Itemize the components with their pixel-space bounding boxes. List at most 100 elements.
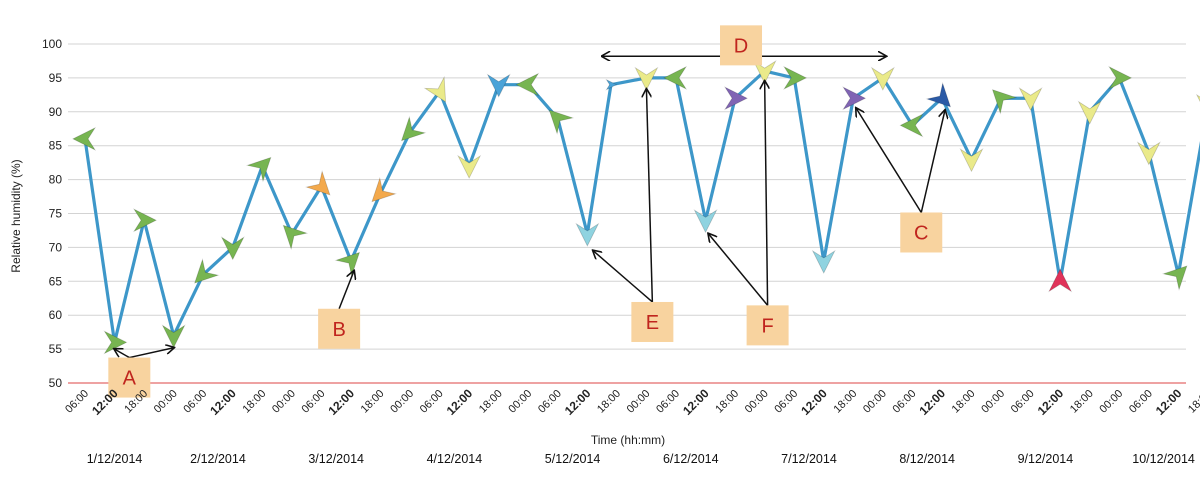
annotation-label: B (332, 319, 345, 341)
date-labels: 1/12/2014 2/12/2014 3/12/2014 4/12/2014 5/12… (87, 452, 1195, 466)
data-marker (811, 249, 836, 274)
y-tick-label: 70 (49, 240, 63, 254)
x-tick-label: 00:00 (270, 388, 298, 416)
y-tick-label: 65 (49, 274, 63, 288)
annotation-arrow (920, 110, 945, 213)
data-markers (72, 60, 1200, 355)
annotation-arrow (765, 81, 768, 306)
grid-lines (68, 43, 1186, 384)
x-tick-label: 06:00 (181, 388, 209, 416)
data-marker (959, 148, 984, 173)
annotation-label: D (734, 35, 748, 57)
date-label: 2/12/2014 (190, 452, 246, 466)
x-tick-label: 06:00 (891, 388, 919, 416)
data-marker (1048, 268, 1073, 293)
annotation-box (318, 308, 361, 349)
data-marker (245, 156, 272, 183)
annotation-label: F (761, 315, 773, 337)
y-tick-label: 55 (49, 342, 63, 356)
x-tick-label: 00:00 (625, 388, 653, 416)
x-tick-label: 06:00 (1009, 388, 1037, 416)
annotation-label: A (123, 368, 137, 390)
annotation-arrow (338, 271, 354, 310)
data-marker (783, 65, 808, 90)
data-marker (693, 209, 718, 234)
annotation-arrow (856, 108, 922, 213)
data-marker (1195, 93, 1200, 103)
data-marker (334, 251, 361, 278)
x-tick-label: 18:00 (595, 388, 623, 416)
data-marker (457, 154, 482, 179)
x-tick-label: 18:00 (1068, 388, 1096, 416)
y-tick-label: 60 (49, 308, 63, 322)
annotation-box (720, 25, 763, 66)
data-marker (899, 113, 924, 138)
data-marker (282, 224, 309, 251)
data-marker (634, 66, 659, 91)
date-label: 4/12/2014 (427, 452, 483, 466)
data-marker (1077, 100, 1102, 125)
date-label: 1/12/2014 (87, 452, 143, 466)
data-marker (1162, 265, 1188, 291)
date-label: 6/12/2014 (663, 452, 719, 466)
x-tick-label: 06:00 (1127, 388, 1155, 416)
x-tick-label: 06:00 (418, 388, 446, 416)
data-marker (870, 66, 895, 91)
x-tick-label: 18:00 (950, 388, 978, 416)
data-marker (575, 222, 600, 247)
date-label: 3/12/2014 (308, 452, 364, 466)
x-tick-label: 12:00 (680, 386, 712, 418)
data-marker (371, 176, 397, 203)
annotation-label: E (646, 312, 659, 334)
annotations: A B C E F D (108, 25, 945, 398)
data-marker (486, 73, 511, 98)
y-tick-label: 100 (42, 37, 62, 51)
data-marker (305, 170, 331, 196)
data-marker (423, 75, 447, 103)
x-tick-label: 00:00 (388, 388, 416, 416)
x-tick-label: 00:00 (506, 388, 534, 416)
data-marker (1108, 65, 1133, 90)
annotation-arrow (129, 348, 173, 359)
y-tick-label: 95 (49, 71, 63, 85)
x-tick-label: 12:00 (1035, 386, 1067, 418)
date-label: 8/12/2014 (899, 452, 955, 466)
data-marker (752, 60, 777, 85)
x-tick-label: 12:00 (916, 386, 948, 418)
x-tick-label: 06:00 (63, 388, 91, 416)
date-label: 5/12/2014 (545, 452, 601, 466)
annotation-box (631, 301, 674, 342)
data-marker (132, 208, 157, 233)
data-marker (723, 86, 748, 111)
x-tick-label: 12:00 (444, 386, 476, 418)
data-marker (842, 86, 867, 111)
data-marker (400, 115, 427, 142)
annotation-arrow (115, 349, 130, 359)
x-tick-label: 12:00 (207, 386, 239, 418)
annotation-arrow (646, 89, 654, 303)
data-marker (72, 126, 97, 151)
x-tick-label: 00:00 (152, 388, 180, 416)
data-marker (103, 330, 128, 355)
x-tick-label: 06:00 (300, 388, 328, 416)
x-tick-label: 00:00 (743, 388, 771, 416)
annotation-box (746, 305, 789, 346)
y-tick-label: 85 (49, 139, 63, 153)
x-tick-label: 06:00 (654, 388, 682, 416)
x-tick-label: 18:00 (831, 388, 859, 416)
data-marker (1136, 141, 1161, 166)
x-tick-label: 18:00 (713, 388, 741, 416)
y-tick-label: 90 (49, 105, 63, 119)
data-marker (663, 65, 688, 90)
y-tick-label: 50 (49, 376, 63, 390)
x-tick-label: 12:00 (562, 386, 594, 418)
y-axis-title: Relative humidity (%) (9, 159, 23, 272)
data-marker (515, 72, 540, 97)
data-marker (548, 109, 575, 135)
date-label: 10/12/2014 (1132, 452, 1195, 466)
x-tick-label: 06:00 (772, 388, 800, 416)
date-label: 9/12/2014 (1018, 452, 1074, 466)
x-tick-label: 06:00 (536, 388, 564, 416)
annotation-arrow (593, 251, 653, 303)
